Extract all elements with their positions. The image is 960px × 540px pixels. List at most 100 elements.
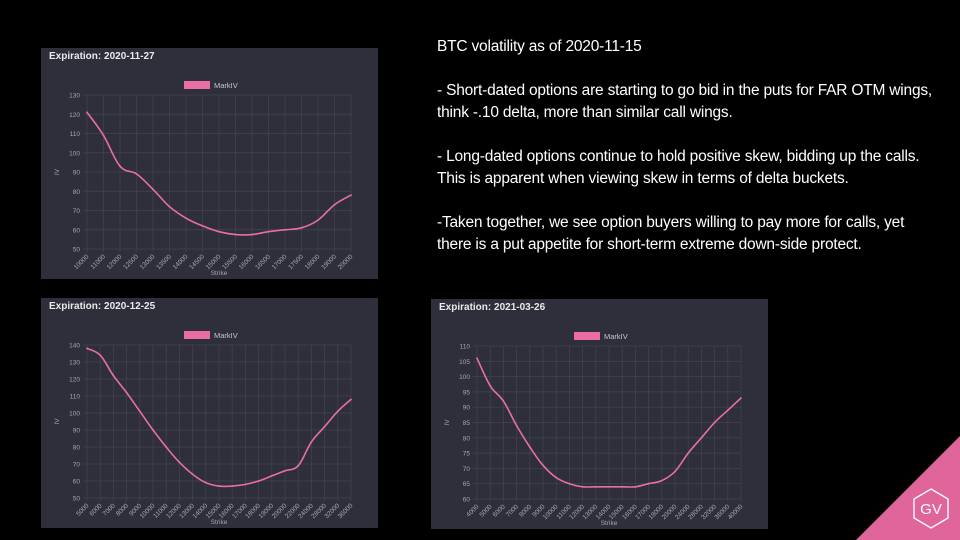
y-tick-label: 130 <box>69 93 80 100</box>
legend-label: MarkIV <box>214 331 238 340</box>
y-axis-label: IV <box>54 168 61 175</box>
y-tick-label: 80 <box>73 189 81 196</box>
x-tick-label: 14000 <box>172 253 190 271</box>
chart-panel-1: Expiration: 2020-11-27 50 60 70 80 90 100 110 1… <box>41 48 378 279</box>
x-axis-label: Strike <box>211 519 228 526</box>
y-tick-label: 90 <box>73 170 81 177</box>
data-point <box>310 441 313 443</box>
note-bullet: -Taken together, we see option buyers wi… <box>437 214 905 253</box>
data-point <box>317 219 319 222</box>
data-point <box>333 203 336 206</box>
logo-hexagon-icon <box>913 488 949 529</box>
data-point <box>621 485 624 488</box>
data-point <box>713 421 716 424</box>
x-tick-label: 7000 <box>505 503 520 518</box>
data-point <box>284 469 286 472</box>
y-tick-label: 100 <box>459 374 470 381</box>
y-tick-label: 85 <box>463 420 471 427</box>
data-point <box>135 173 138 175</box>
x-tick-label: 18000 <box>304 253 322 271</box>
y-tick-label: 65 <box>463 481 471 488</box>
data-point <box>740 397 742 399</box>
x-tick-label: 13000 <box>139 253 157 271</box>
x-tick-label: 16500 <box>254 253 272 271</box>
data-point <box>244 483 247 486</box>
data-point <box>165 446 168 448</box>
corner-logo: GV <box>856 436 960 540</box>
data-point <box>336 410 339 413</box>
y-tick-label: 60 <box>73 479 81 486</box>
data-point <box>218 230 220 233</box>
chart-svg: 50 60 70 80 90 100 110 120 130 10000 1100012000125… <box>54 81 355 277</box>
data-point <box>251 233 253 236</box>
data-point <box>86 347 88 350</box>
data-point <box>191 473 194 476</box>
y-tick-label: 110 <box>70 131 81 138</box>
x-tick-label: 17000 <box>271 253 289 271</box>
x-tick-label: 13500 <box>155 253 173 271</box>
data-point <box>201 225 204 227</box>
y-tick-label: 95 <box>463 389 471 396</box>
x-tick-label: 15500 <box>221 253 239 271</box>
x-tick-label: 8000 <box>115 502 130 517</box>
data-point <box>700 436 703 439</box>
y-tick-label: 70 <box>73 208 81 215</box>
x-tick-label: 40000 <box>727 503 745 521</box>
y-tick-label: 90 <box>463 405 471 412</box>
y-tick-label: 75 <box>463 451 471 458</box>
data-point <box>125 391 128 394</box>
legend-swatch <box>184 331 210 339</box>
data-point <box>99 354 102 357</box>
data-point <box>168 205 171 208</box>
data-point <box>476 357 478 360</box>
y-tick-label: 105 <box>459 359 470 366</box>
y-axis-label: IV <box>54 418 61 425</box>
data-point <box>257 480 260 482</box>
data-point <box>581 485 584 488</box>
x-tick-label: 12000 <box>106 253 124 271</box>
data-point <box>542 464 544 467</box>
chart-panel-2: Expiration: 2020-12-25 50 60 70 80 90 100 110 1… <box>41 298 378 528</box>
x-tick-label: 15000 <box>205 253 223 271</box>
y-tick-label: 130 <box>69 360 80 367</box>
legend-label: MarkIV <box>214 81 238 90</box>
x-tick-label: 6000 <box>88 502 103 517</box>
x-tick-label: 19000 <box>320 253 338 271</box>
x-tick-label: 6000 <box>492 503 507 518</box>
data-point <box>515 424 518 427</box>
x-tick-label: 11000 <box>90 253 108 271</box>
data-point <box>204 481 207 484</box>
y-tick-label: 120 <box>69 112 80 119</box>
data-point <box>138 410 141 413</box>
data-point <box>726 409 729 412</box>
chart-title: Expiration: 2020-12-25 <box>49 301 156 312</box>
data-point <box>634 485 637 488</box>
x-axis-label: Strike <box>601 520 618 527</box>
data-point <box>297 464 300 467</box>
note-bullet: - Short-dated options are starting to go… <box>437 82 933 121</box>
data-point <box>178 461 181 464</box>
data-point <box>674 470 676 473</box>
y-tick-label: 80 <box>463 435 471 442</box>
y-tick-label: 50 <box>73 247 81 254</box>
y-tick-label: 70 <box>73 462 81 469</box>
slide-title: BTC volatility as of 2020-11-15 <box>437 38 642 55</box>
y-tick-label: 110 <box>70 394 81 401</box>
data-point <box>152 188 154 191</box>
data-point <box>350 194 352 197</box>
x-tick-label: 8000 <box>518 503 533 518</box>
x-tick-label: 17500 <box>287 253 305 271</box>
x-tick-label: 16000 <box>238 253 256 271</box>
data-point <box>102 134 105 137</box>
x-tick-label: 10000 <box>73 253 91 271</box>
y-tick-label: 50 <box>73 496 81 503</box>
data-point <box>528 446 531 448</box>
y-tick-label: 90 <box>73 428 81 435</box>
data-point <box>608 485 610 488</box>
data-point <box>594 485 597 488</box>
corner-triangle <box>856 436 960 540</box>
chart-title: Expiration: 2020-11-27 <box>49 51 155 62</box>
note-bullet: - Long-dated options continue to hold po… <box>437 148 920 187</box>
chart-svg: 60 65 70 75 80 85 90 95 100 105 110 400050006000700… <box>444 332 745 527</box>
y-tick-label: 110 <box>460 344 471 351</box>
